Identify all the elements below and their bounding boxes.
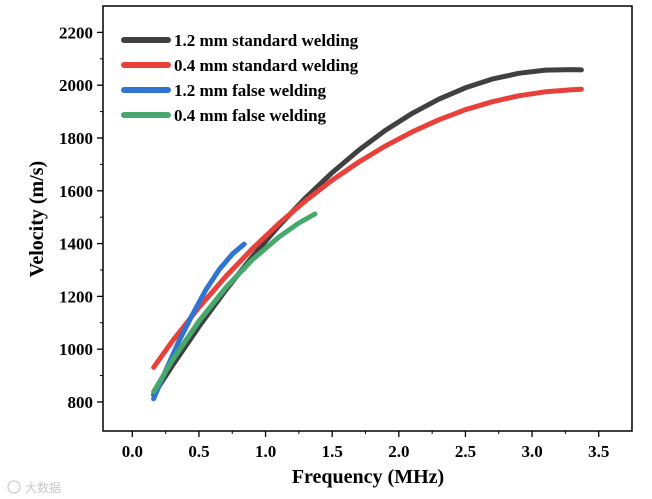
series-layer: [151, 67, 584, 402]
legend: 1.2 mm standard welding 0.4 mm standard w…: [121, 31, 359, 125]
y-tick-label: 2000: [59, 76, 93, 95]
y-tick-label: 1600: [59, 182, 93, 201]
x-tick-label: 3.0: [521, 442, 542, 461]
axis-ticks: 0.0 0.5 1.0 1.5 2.0 2.5 3.0 3.5 800 1000 1200 1400 1…: [59, 23, 609, 461]
legend-label-0-4-mm-false-welding: 0.4 mm false welding: [174, 106, 327, 125]
y-tick-label: 1400: [59, 235, 93, 254]
y-tick-label: 1800: [59, 129, 93, 148]
legend-label-1-2-mm-false-welding: 1.2 mm false welding: [174, 81, 327, 100]
x-tick-label: 2.0: [388, 442, 409, 461]
y-axis-title: Velocity (m/s): [26, 161, 48, 277]
x-tick-label: 1.5: [322, 442, 343, 461]
series-line-0-4-mm-standard-welding: [151, 86, 584, 370]
y-tick-label: 1200: [59, 287, 93, 306]
x-tick-label: 2.5: [455, 442, 476, 461]
series-line-0-4-mm-false-welding: [151, 211, 318, 395]
x-tick-label: 0.0: [122, 442, 143, 461]
y-tick-label: 2200: [59, 23, 93, 42]
legend-label-0-4-mm-standard-welding: 0.4 mm standard welding: [174, 56, 359, 75]
x-axis-title: Frequency (MHz): [292, 466, 444, 488]
y-tick-label: 800: [68, 393, 94, 412]
watermark-text: 大数据: [25, 480, 61, 495]
legend-label-1-2-mm-standard-welding: 1.2 mm standard welding: [174, 31, 359, 50]
x-tick-label: 3.5: [588, 442, 609, 461]
x-tick-label: 0.5: [188, 442, 209, 461]
plot-frame: [102, 5, 633, 432]
y-tick-label: 1000: [59, 340, 93, 359]
x-tick-label: 1.0: [255, 442, 276, 461]
watermark: 大数据: [7, 480, 61, 495]
watermark-logo-icon: [7, 480, 21, 494]
